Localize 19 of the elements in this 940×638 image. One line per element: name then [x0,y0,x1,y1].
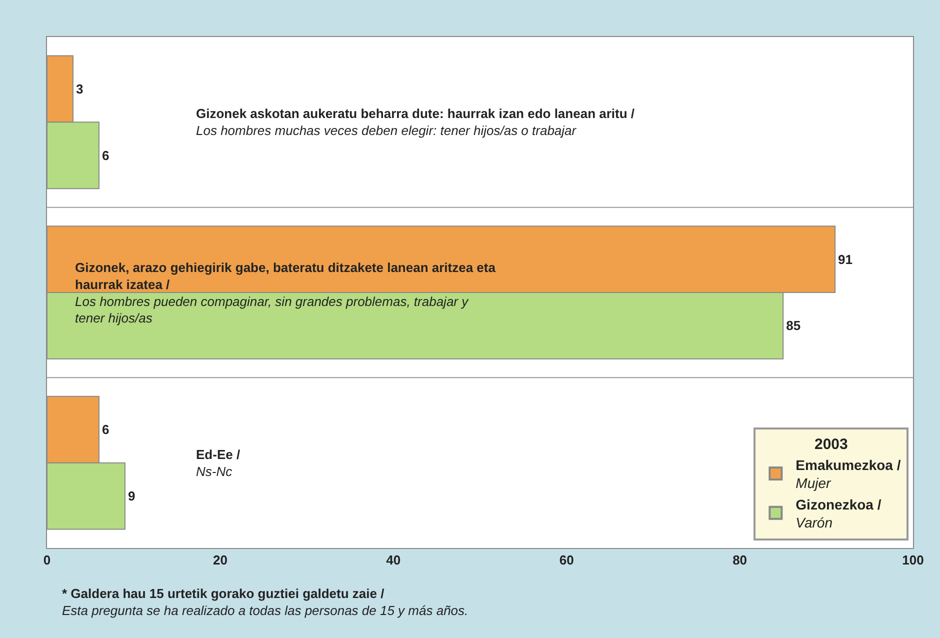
legend-title: 2003 [814,436,848,453]
data-label: 85 [786,318,801,334]
text: * Galdera hau 15 urtetik gorako guztiei galdetu zaie / Esta pregunta se ha realizado a todas las personas de 15 y más años. [62,586,468,618]
x-tick-label: 40 [386,552,401,568]
x-tick-label: 60 [559,552,574,568]
y-tick-label: Ed-Ee / Ns-Nc [196,447,240,479]
data-label: 6 [102,148,110,163]
data-label: 9 [128,488,136,504]
data-label: 91 [838,252,853,267]
data-label: 6 [102,422,110,438]
x-tick-label: 100 [902,552,924,568]
x-tick-label: 20 [212,552,228,568]
legend-label: Emakumezkoa / Mujer [796,456,901,492]
y-tick-label: Gizonek askotan aukeratu beharra dute: haurrak izan edo lanean aritu / Los hombres muchas veces deben elegir: tener hijos/as o trabajar [196,106,635,138]
x-tick-label: 0 [43,552,51,568]
x-tick-label: 80 [732,552,748,568]
legend-label: Gizonezkoa / Varón [796,496,882,530]
data-label: 3 [76,81,84,96]
y-tick-label: Gizonek, arazo gehiegirik gabe, bateratu ditzakete lanean aritzea eta haurrak izatea / Los hombres pueden compaginar, sin grandes problemas, trabajar y tener hijos/as [75,260,496,326]
